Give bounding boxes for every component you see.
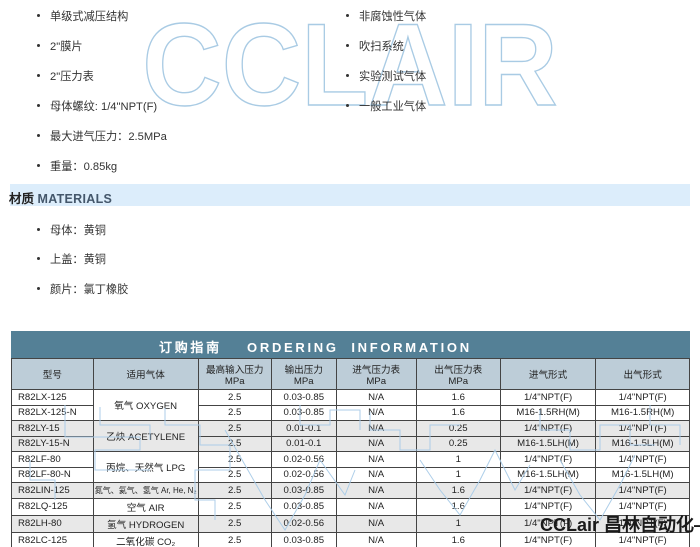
- svg-text:CCLAIR: CCLAIR: [142, 0, 557, 131]
